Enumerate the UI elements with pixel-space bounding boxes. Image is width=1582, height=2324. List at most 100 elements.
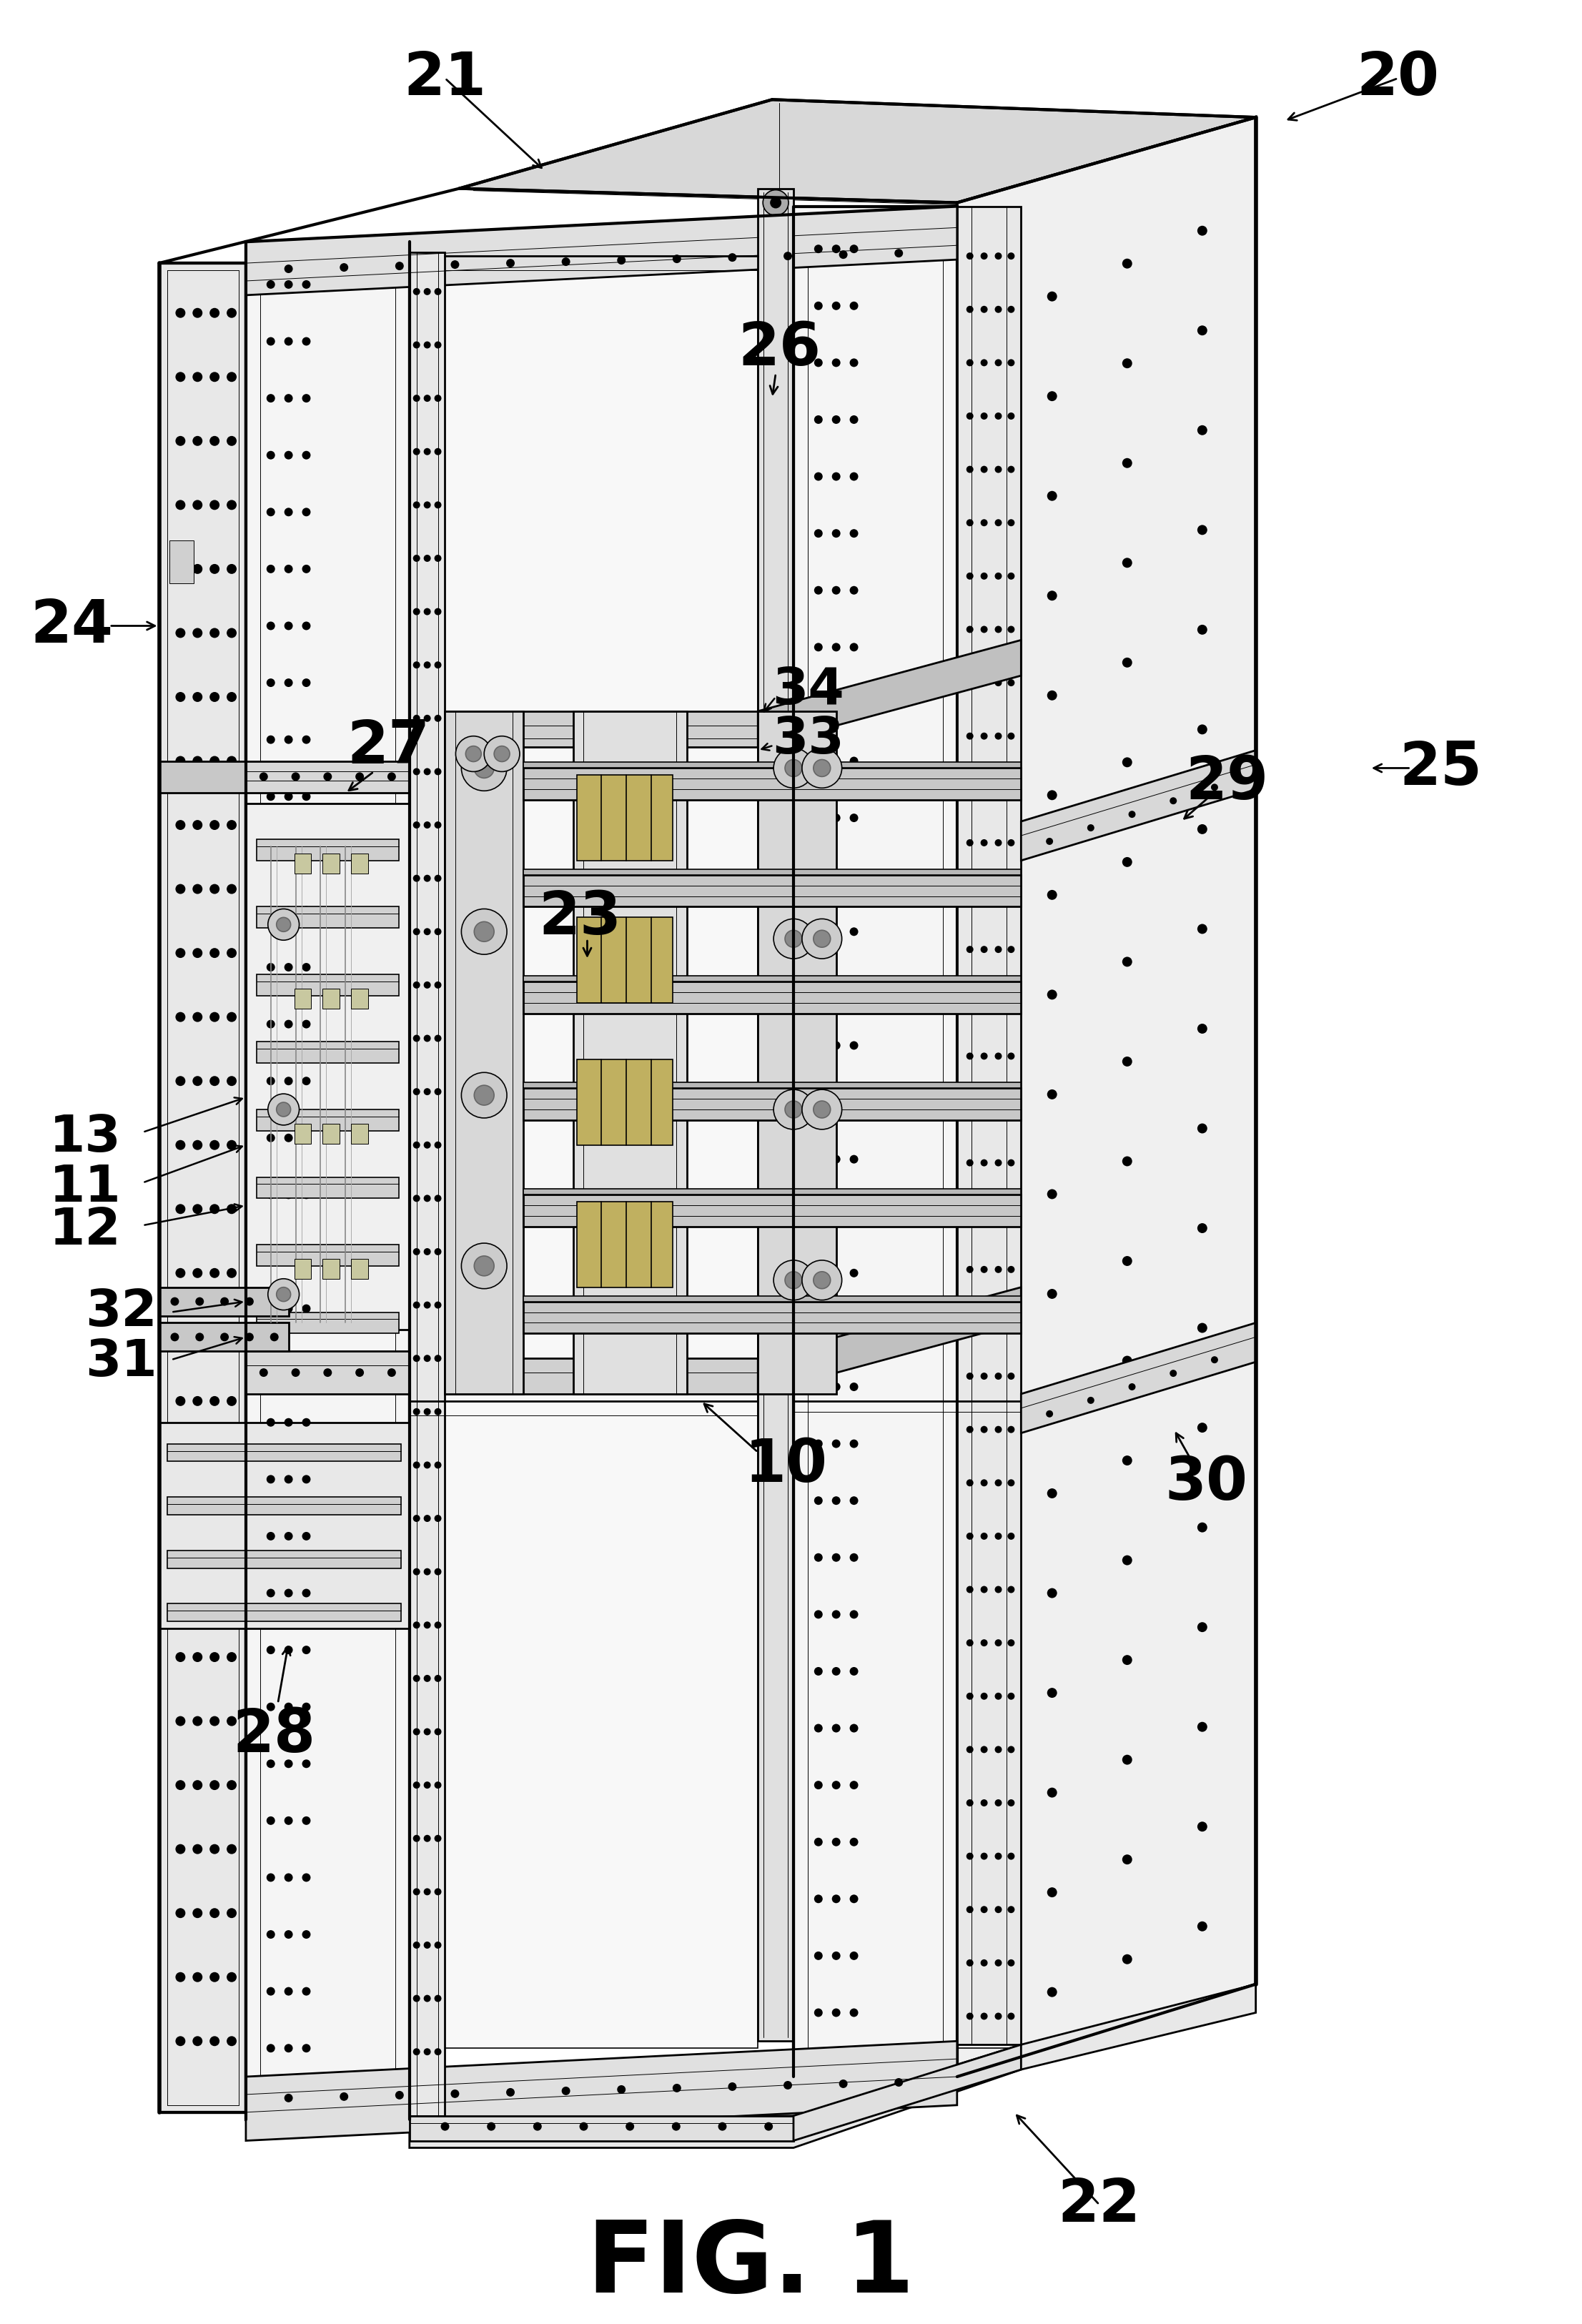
Circle shape	[435, 1729, 441, 1736]
Circle shape	[763, 191, 788, 216]
Circle shape	[1047, 790, 1057, 799]
Circle shape	[323, 1369, 332, 1376]
Circle shape	[850, 1780, 857, 1789]
Circle shape	[302, 1590, 310, 1597]
Circle shape	[193, 372, 202, 381]
Circle shape	[981, 679, 987, 686]
Circle shape	[435, 502, 441, 509]
Circle shape	[302, 621, 310, 630]
Circle shape	[1047, 1487, 1057, 1499]
Circle shape	[302, 1931, 310, 1938]
Circle shape	[413, 555, 421, 562]
Circle shape	[995, 1852, 1001, 1859]
Circle shape	[1122, 658, 1133, 667]
Circle shape	[176, 1652, 185, 1662]
Circle shape	[424, 449, 430, 456]
Circle shape	[967, 307, 973, 314]
Circle shape	[424, 609, 430, 616]
Circle shape	[832, 927, 840, 937]
Circle shape	[1122, 258, 1133, 270]
Circle shape	[435, 1141, 441, 1148]
Circle shape	[967, 1480, 973, 1487]
Circle shape	[1122, 957, 1133, 967]
Circle shape	[995, 839, 1001, 846]
Circle shape	[967, 999, 973, 1006]
Circle shape	[995, 1638, 1001, 1645]
Polygon shape	[323, 1260, 340, 1278]
Circle shape	[424, 981, 430, 988]
Circle shape	[435, 769, 441, 776]
Circle shape	[995, 2013, 1001, 2020]
Circle shape	[1198, 1222, 1207, 1234]
Circle shape	[413, 1088, 421, 1095]
Circle shape	[285, 848, 293, 858]
Circle shape	[266, 962, 275, 971]
Circle shape	[176, 1204, 185, 1213]
Circle shape	[424, 769, 430, 776]
Circle shape	[1122, 1755, 1133, 1764]
Circle shape	[971, 1720, 982, 1731]
Circle shape	[1008, 360, 1014, 367]
Circle shape	[1008, 1053, 1014, 1060]
Circle shape	[193, 2036, 202, 2045]
Circle shape	[226, 309, 237, 318]
Circle shape	[1008, 253, 1014, 260]
Circle shape	[728, 253, 737, 263]
Polygon shape	[524, 1301, 1020, 1334]
Circle shape	[995, 411, 1001, 421]
Circle shape	[1008, 839, 1014, 846]
Polygon shape	[294, 1260, 312, 1278]
Circle shape	[424, 1462, 430, 1469]
Circle shape	[981, 1799, 987, 1806]
Circle shape	[850, 416, 857, 423]
Circle shape	[815, 2008, 823, 2017]
Circle shape	[285, 2043, 293, 2052]
Circle shape	[285, 1590, 293, 1597]
Circle shape	[424, 1887, 430, 1896]
Circle shape	[435, 449, 441, 456]
Circle shape	[176, 309, 185, 318]
Circle shape	[176, 1269, 185, 1278]
Circle shape	[981, 253, 987, 260]
Circle shape	[193, 1011, 202, 1023]
Circle shape	[266, 848, 275, 858]
Circle shape	[302, 1076, 310, 1085]
Circle shape	[815, 872, 823, 878]
Circle shape	[815, 1041, 823, 1050]
Circle shape	[562, 2087, 570, 2096]
Circle shape	[1008, 1267, 1014, 1274]
Circle shape	[1008, 1373, 1014, 1380]
Circle shape	[995, 1106, 1001, 1113]
Text: 22: 22	[1058, 2175, 1141, 2233]
Circle shape	[285, 792, 293, 802]
Circle shape	[832, 302, 840, 309]
Circle shape	[1198, 1922, 1207, 1931]
Circle shape	[1047, 1787, 1057, 1796]
Circle shape	[815, 472, 823, 481]
Circle shape	[285, 1190, 293, 1199]
Circle shape	[1047, 390, 1057, 402]
Circle shape	[424, 1941, 430, 1948]
Circle shape	[226, 437, 237, 446]
Circle shape	[193, 309, 202, 318]
Circle shape	[193, 1652, 202, 1662]
Circle shape	[1122, 1057, 1133, 1067]
Polygon shape	[445, 1357, 758, 1394]
Circle shape	[424, 1141, 430, 1148]
Circle shape	[285, 1076, 293, 1085]
Circle shape	[967, 360, 973, 367]
Circle shape	[832, 244, 840, 253]
Circle shape	[832, 1724, 840, 1731]
Circle shape	[226, 1332, 237, 1341]
Circle shape	[193, 437, 202, 446]
Circle shape	[193, 1397, 202, 1406]
Circle shape	[1210, 783, 1218, 790]
Circle shape	[850, 758, 857, 765]
Circle shape	[1198, 325, 1207, 335]
Circle shape	[302, 1987, 310, 1996]
Circle shape	[424, 1515, 430, 1522]
Polygon shape	[323, 1125, 340, 1143]
Circle shape	[1047, 1887, 1057, 1896]
Circle shape	[850, 872, 857, 878]
Circle shape	[971, 1920, 982, 1931]
